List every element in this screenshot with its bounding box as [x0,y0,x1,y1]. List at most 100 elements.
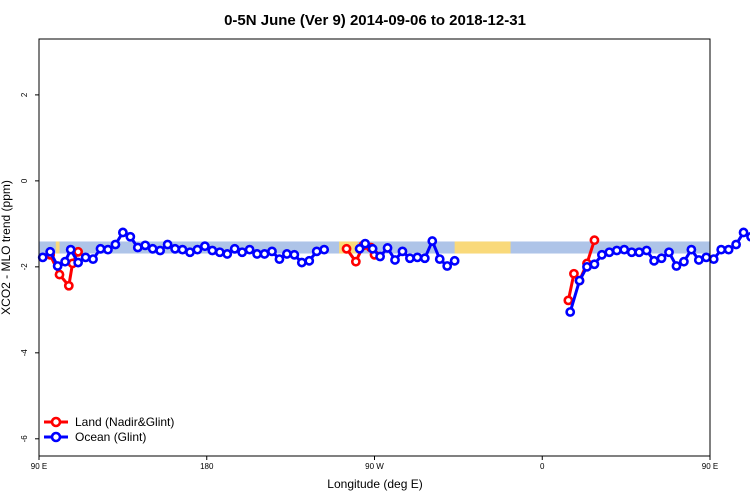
ocean-glint-point [693,255,704,265]
land-nadir-glint-point [563,295,574,306]
ocean-glint-point [397,246,408,257]
ocean-glint-point [679,256,689,267]
ocean-glint-point [65,244,76,255]
ocean-glint-point [671,261,682,271]
range-band-3 [454,241,511,254]
ocean-glint-point [319,244,330,255]
ocean-glint-point [390,255,400,265]
ocean-glint-point [449,255,460,266]
ocean-glint-point [738,227,749,238]
land-nadir-glint-point [350,256,361,267]
y-tick-label: -2 [20,263,29,271]
ocean-glint-point [222,249,233,259]
ocean-glint-point [177,244,188,255]
ocean-glint-point [207,245,218,256]
x-axis: 90 E 180 90 W 0 90 E [31,456,718,471]
ocean-glint-point [574,275,585,286]
ocean-glint-point [604,247,615,258]
ocean-glint-point [311,246,322,257]
ocean-glint-point [229,243,240,254]
ocean-glint-point [701,252,712,263]
land-nadir-glint-point [589,235,600,246]
land-nadir-glint-point [341,243,352,254]
ocean-glint-point [375,251,385,262]
ocean-glint-point [60,256,70,267]
legend-marker-land-nadir-glint [50,416,62,428]
ocean-glint-point [641,245,652,256]
ocean-glint-point [419,253,430,264]
ocean-glint-point [214,247,225,258]
ocean-glint-point [289,249,300,260]
x-tick-label: 90 E [31,462,47,471]
x-tick-label: 0 [540,462,545,471]
x-axis-label: Longitude (deg E) [327,477,422,491]
range-band-1 [55,241,60,254]
ocean-glint-point [155,245,166,256]
ocean-glint-point [267,246,277,257]
x-tick-label: 90 W [365,462,384,471]
ocean-glint-point [252,249,262,259]
ocean-glint-point [427,236,438,246]
ocean-glint-point [274,254,285,265]
ocean-glint-point [244,244,255,255]
ocean-glint-point [95,243,106,254]
legend-marker-ocean-glint [50,431,62,443]
ocean-glint-point [140,240,151,251]
ocean-glint-point [412,252,423,263]
y-tick-label: -6 [20,435,29,443]
ocean-glint-point [73,257,84,268]
ocean-glint-point [296,257,307,268]
ocean-glint-point [162,239,173,250]
plot-area [37,227,750,317]
ocean-glint-point [185,247,195,258]
ocean-glint-point [37,252,48,263]
land-nadir-glint-point [569,268,579,279]
legend: Land (Nadir&Glint)Ocean (Glint) [44,415,174,444]
ocean-glint-point [716,244,727,255]
ocean-glint-point [170,243,180,254]
ocean-glint-point [626,247,637,258]
land-nadir-glint-point [73,246,84,257]
y-axis-label: XCO2 - MLO trend (ppm) [0,180,13,315]
ocean-glint-point [746,231,750,242]
legend-label-land-nadir-glint: Land (Nadir&Glint) [75,415,174,429]
ocean-glint-point [596,249,607,260]
ocean-glint-point [405,253,415,264]
ocean-glint-point [354,243,365,254]
ocean-glint-point [80,252,91,263]
ocean-glint-point [259,249,270,259]
ocean-glint-point [589,259,600,270]
y-tick-label: -4 [20,349,29,357]
land-nadir-glint-point [63,280,74,291]
y-tick-label: 2 [20,92,29,97]
x-tick-label: 90 E [702,462,718,471]
ocean-glint-point [304,255,315,266]
ocean-glint-point [619,244,630,255]
ocean-glint-point [442,261,453,271]
ocean-glint-point [199,241,210,252]
ocean-glint-point [708,254,719,265]
ocean-glint-point [723,244,734,255]
ocean-glint-point [686,244,697,255]
ocean-glint-point [110,239,121,250]
ocean-glint-point [281,249,292,259]
legend-label-ocean-glint: Ocean (Glint) [75,430,146,444]
ocean-glint-point [656,253,667,264]
y-axis: 2 0 -2 -4 -6 [20,92,39,442]
ocean-glint-point [125,231,136,242]
ocean-glint-point [52,261,63,271]
ocean-glint-point [634,247,645,258]
ocean-glint-point [360,238,371,249]
x-tick-label: 180 [200,462,214,471]
land-nadir-glint-point [54,269,65,280]
ocean-glint-point [147,243,158,254]
ocean-glint-point [367,243,378,254]
ocean-glint-point [649,255,659,266]
ocean-glint-point [45,246,56,257]
ocean-glint-point [565,307,576,317]
y-tick-label: 0 [20,178,29,183]
ocean-glint-point [582,261,592,272]
ocean-glint-point [117,227,128,238]
ocean-glint-point [664,247,674,258]
chart-title: 0-5N June (Ver 9) 2014-09-06 to 2018-12-… [224,12,526,29]
